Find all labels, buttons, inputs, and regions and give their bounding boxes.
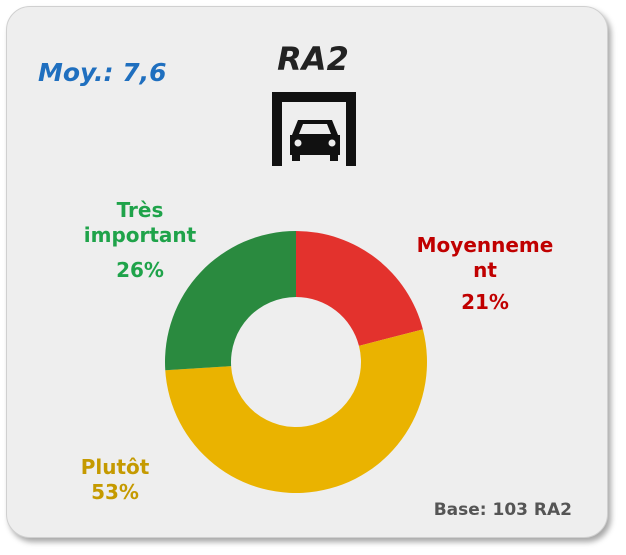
value-label: 26% <box>116 258 164 282</box>
annotation: Base: 103 RA2 <box>433 500 572 520</box>
donut-segment <box>296 231 423 346</box>
annotation: Moy.: 7,6 <box>38 58 167 87</box>
value-label: 53% <box>91 480 139 504</box>
chart-title: RA2 <box>277 40 349 78</box>
category-label: Moyennement <box>416 233 554 282</box>
category-label: Plutôt <box>80 455 150 479</box>
value-label: 21% <box>461 290 509 314</box>
donut-segment <box>165 329 428 494</box>
garage-icon <box>272 92 356 166</box>
category-label: Très important <box>83 198 197 247</box>
donut-segment <box>165 231 296 371</box>
